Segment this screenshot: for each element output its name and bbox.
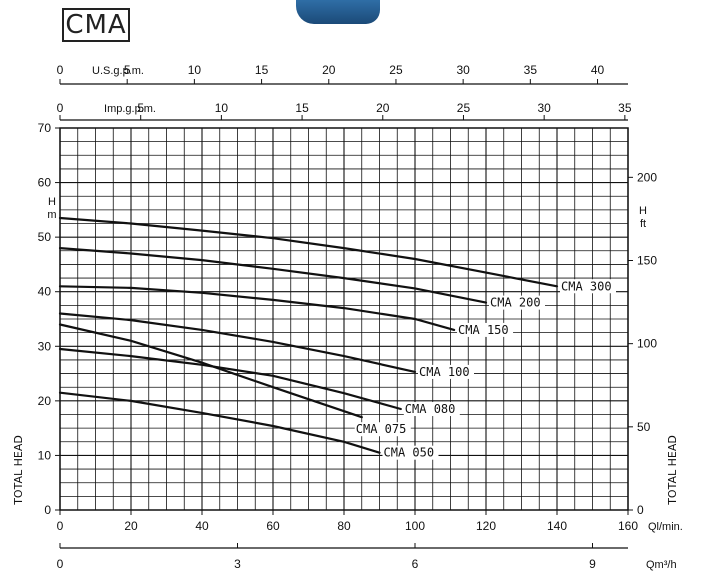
series-label-bg bbox=[457, 322, 514, 337]
m3h-tick-label: 6 bbox=[412, 557, 419, 571]
usgpm-tick-label: 35 bbox=[524, 63, 538, 77]
x-tick-label: 160 bbox=[618, 519, 638, 533]
series-label: CMA 150 bbox=[458, 323, 509, 337]
ft-axis-label: TOTAL HEAD bbox=[666, 435, 679, 506]
usgpm-tick-label: 10 bbox=[188, 63, 202, 77]
ft-tick-label: 150 bbox=[637, 253, 657, 267]
series-label: CMA 200 bbox=[490, 296, 541, 310]
series-label-bg bbox=[418, 364, 474, 379]
series-cma-080 bbox=[58, 347, 402, 411]
y-tick-label: 10 bbox=[38, 448, 52, 462]
y-tick-label: 40 bbox=[38, 285, 52, 299]
x-tick-label: 20 bbox=[124, 519, 138, 533]
ft-axis-unit-label: ft bbox=[640, 218, 646, 230]
series-cma-300 bbox=[58, 216, 559, 288]
usgpm-tick-label: 25 bbox=[389, 63, 403, 77]
ft-axis-h-label: H bbox=[639, 205, 647, 217]
x-tick-label: 140 bbox=[547, 519, 567, 533]
impgpm-tick-label: 5 bbox=[137, 101, 144, 115]
series-label-bg bbox=[560, 279, 616, 294]
y-tick-label: 70 bbox=[38, 121, 52, 135]
series-label: CMA 080 bbox=[405, 402, 456, 416]
series-label: CMA 100 bbox=[419, 365, 470, 379]
y-axis-label: TOTAL HEAD bbox=[12, 435, 25, 506]
chart-title: CMA bbox=[62, 8, 130, 42]
series-label-bg bbox=[489, 295, 545, 310]
y-tick-label: 60 bbox=[38, 176, 52, 190]
usgpm-tick-label: 15 bbox=[255, 63, 269, 77]
series-label-bg bbox=[382, 445, 439, 460]
series-cma-050 bbox=[58, 391, 381, 454]
ft-tick-label: 50 bbox=[637, 420, 651, 434]
y-tick-label: 30 bbox=[38, 339, 52, 353]
x-tick-label: 60 bbox=[266, 519, 280, 533]
y-tick-label: 50 bbox=[38, 230, 52, 244]
y-axis-h-label: H bbox=[48, 196, 56, 208]
usgpm-tick-label: 30 bbox=[456, 63, 470, 77]
series-cma-075 bbox=[58, 323, 363, 419]
y-tick-label: 0 bbox=[44, 503, 51, 517]
series-cma-100 bbox=[58, 312, 417, 373]
series-label: CMA 075 bbox=[356, 422, 407, 436]
series-label-bg bbox=[354, 422, 411, 437]
series-label-bg bbox=[403, 402, 460, 417]
ft-tick-label: 200 bbox=[637, 170, 657, 184]
series-label: CMA 050 bbox=[384, 446, 435, 460]
x-tick-label: 0 bbox=[57, 519, 64, 533]
series-label: CMA 300 bbox=[561, 279, 612, 293]
ft-tick-label: 0 bbox=[637, 503, 644, 517]
x-tick-label: 100 bbox=[405, 519, 425, 533]
usgpm-tick-label: 0 bbox=[57, 63, 64, 77]
usgpm-unit-label: U.S.g.p.m. bbox=[92, 65, 144, 77]
usgpm-tick-label: 5 bbox=[124, 63, 131, 77]
impgpm-tick-label: 15 bbox=[295, 101, 309, 115]
x-tick-label: 80 bbox=[337, 519, 351, 533]
impgpm-tick-label: 20 bbox=[376, 101, 390, 115]
x-tick-label: 120 bbox=[476, 519, 496, 533]
impgpm-tick-label: 25 bbox=[457, 101, 471, 115]
m3h-tick-label: 3 bbox=[234, 557, 241, 571]
impgpm-tick-label: 30 bbox=[537, 101, 551, 115]
impgpm-tick-label: 0 bbox=[57, 101, 64, 115]
usgpm-tick-label: 20 bbox=[322, 63, 336, 77]
impgpm-tick-label: 10 bbox=[215, 101, 229, 115]
impgpm-unit-label: Imp.g.p.m. bbox=[104, 103, 156, 115]
x-axis-unit-label: Ql/min. bbox=[648, 521, 683, 533]
ft-tick-label: 100 bbox=[637, 337, 657, 351]
usgpm-tick-label: 40 bbox=[591, 63, 605, 77]
x-tick-label: 40 bbox=[195, 519, 209, 533]
series-cma-150 bbox=[58, 285, 456, 331]
m3h-tick-label: 9 bbox=[589, 557, 596, 571]
m3h-tick-label: 0 bbox=[57, 557, 64, 571]
series-cma-200 bbox=[58, 247, 488, 304]
y-axis-unit-label: m bbox=[47, 209, 56, 221]
impgpm-tick-label: 35 bbox=[618, 101, 632, 115]
pump-image bbox=[296, 0, 380, 24]
y-tick-label: 20 bbox=[38, 394, 52, 408]
m3h-unit-label: Qm³/h bbox=[646, 559, 677, 571]
